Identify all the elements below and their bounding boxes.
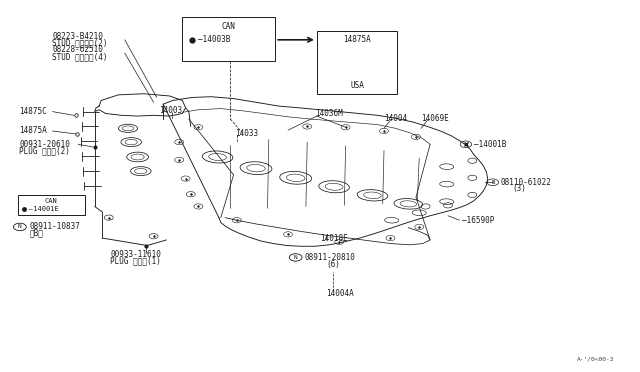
Text: 14004A: 14004A [326,289,354,298]
Text: （B）: （B） [29,228,44,237]
Text: 14004: 14004 [384,114,407,123]
Text: USA: USA [350,81,364,90]
Text: 08110-61022: 08110-61022 [500,178,551,187]
Bar [317,31,397,94]
Text: —14001E: —14001E [29,206,59,212]
Text: 08228-62510: 08228-62510 [52,45,103,54]
Text: 14003: 14003 [159,106,182,115]
Text: 08911-10837: 08911-10837 [29,222,80,231]
Text: 08911-20810: 08911-20810 [305,253,355,262]
Text: —14003B: —14003B [198,35,231,44]
Text: N: N [18,224,22,230]
Bar [182,17,275,61]
Text: 14875A: 14875A [343,35,371,44]
Text: STUD スタッド(2): STUD スタッド(2) [52,39,108,48]
Text: CAN: CAN [221,22,236,31]
Text: 14036M: 14036M [315,109,342,118]
Text: N: N [294,255,298,260]
Text: PLUG プラグ(2): PLUG プラグ(2) [19,146,70,155]
Text: —14001B: —14001B [474,140,506,149]
Text: 08223-B4210: 08223-B4210 [52,32,103,41]
Text: A·’/0<00·3: A·’/0<00·3 [577,357,614,362]
Text: 14018E: 14018E [320,234,348,243]
Text: CAN: CAN [45,198,58,204]
Text: 00931-20610: 00931-20610 [19,140,70,149]
Text: 14033: 14033 [236,129,259,138]
Text: 14069E: 14069E [421,114,449,123]
Text: PLUG プラグ(1): PLUG プラグ(1) [110,257,161,266]
Text: (6): (6) [326,260,340,269]
Text: (3): (3) [512,184,526,193]
Text: B: B [491,180,495,185]
Text: —16590P: —16590P [462,217,495,225]
Text: 00933-11610: 00933-11610 [110,250,161,259]
Text: 14875C: 14875C [19,107,47,116]
Bar [18,195,85,215]
Text: 14875A: 14875A [19,126,47,135]
Text: STUD スタッド(4): STUD スタッド(4) [52,52,108,61]
